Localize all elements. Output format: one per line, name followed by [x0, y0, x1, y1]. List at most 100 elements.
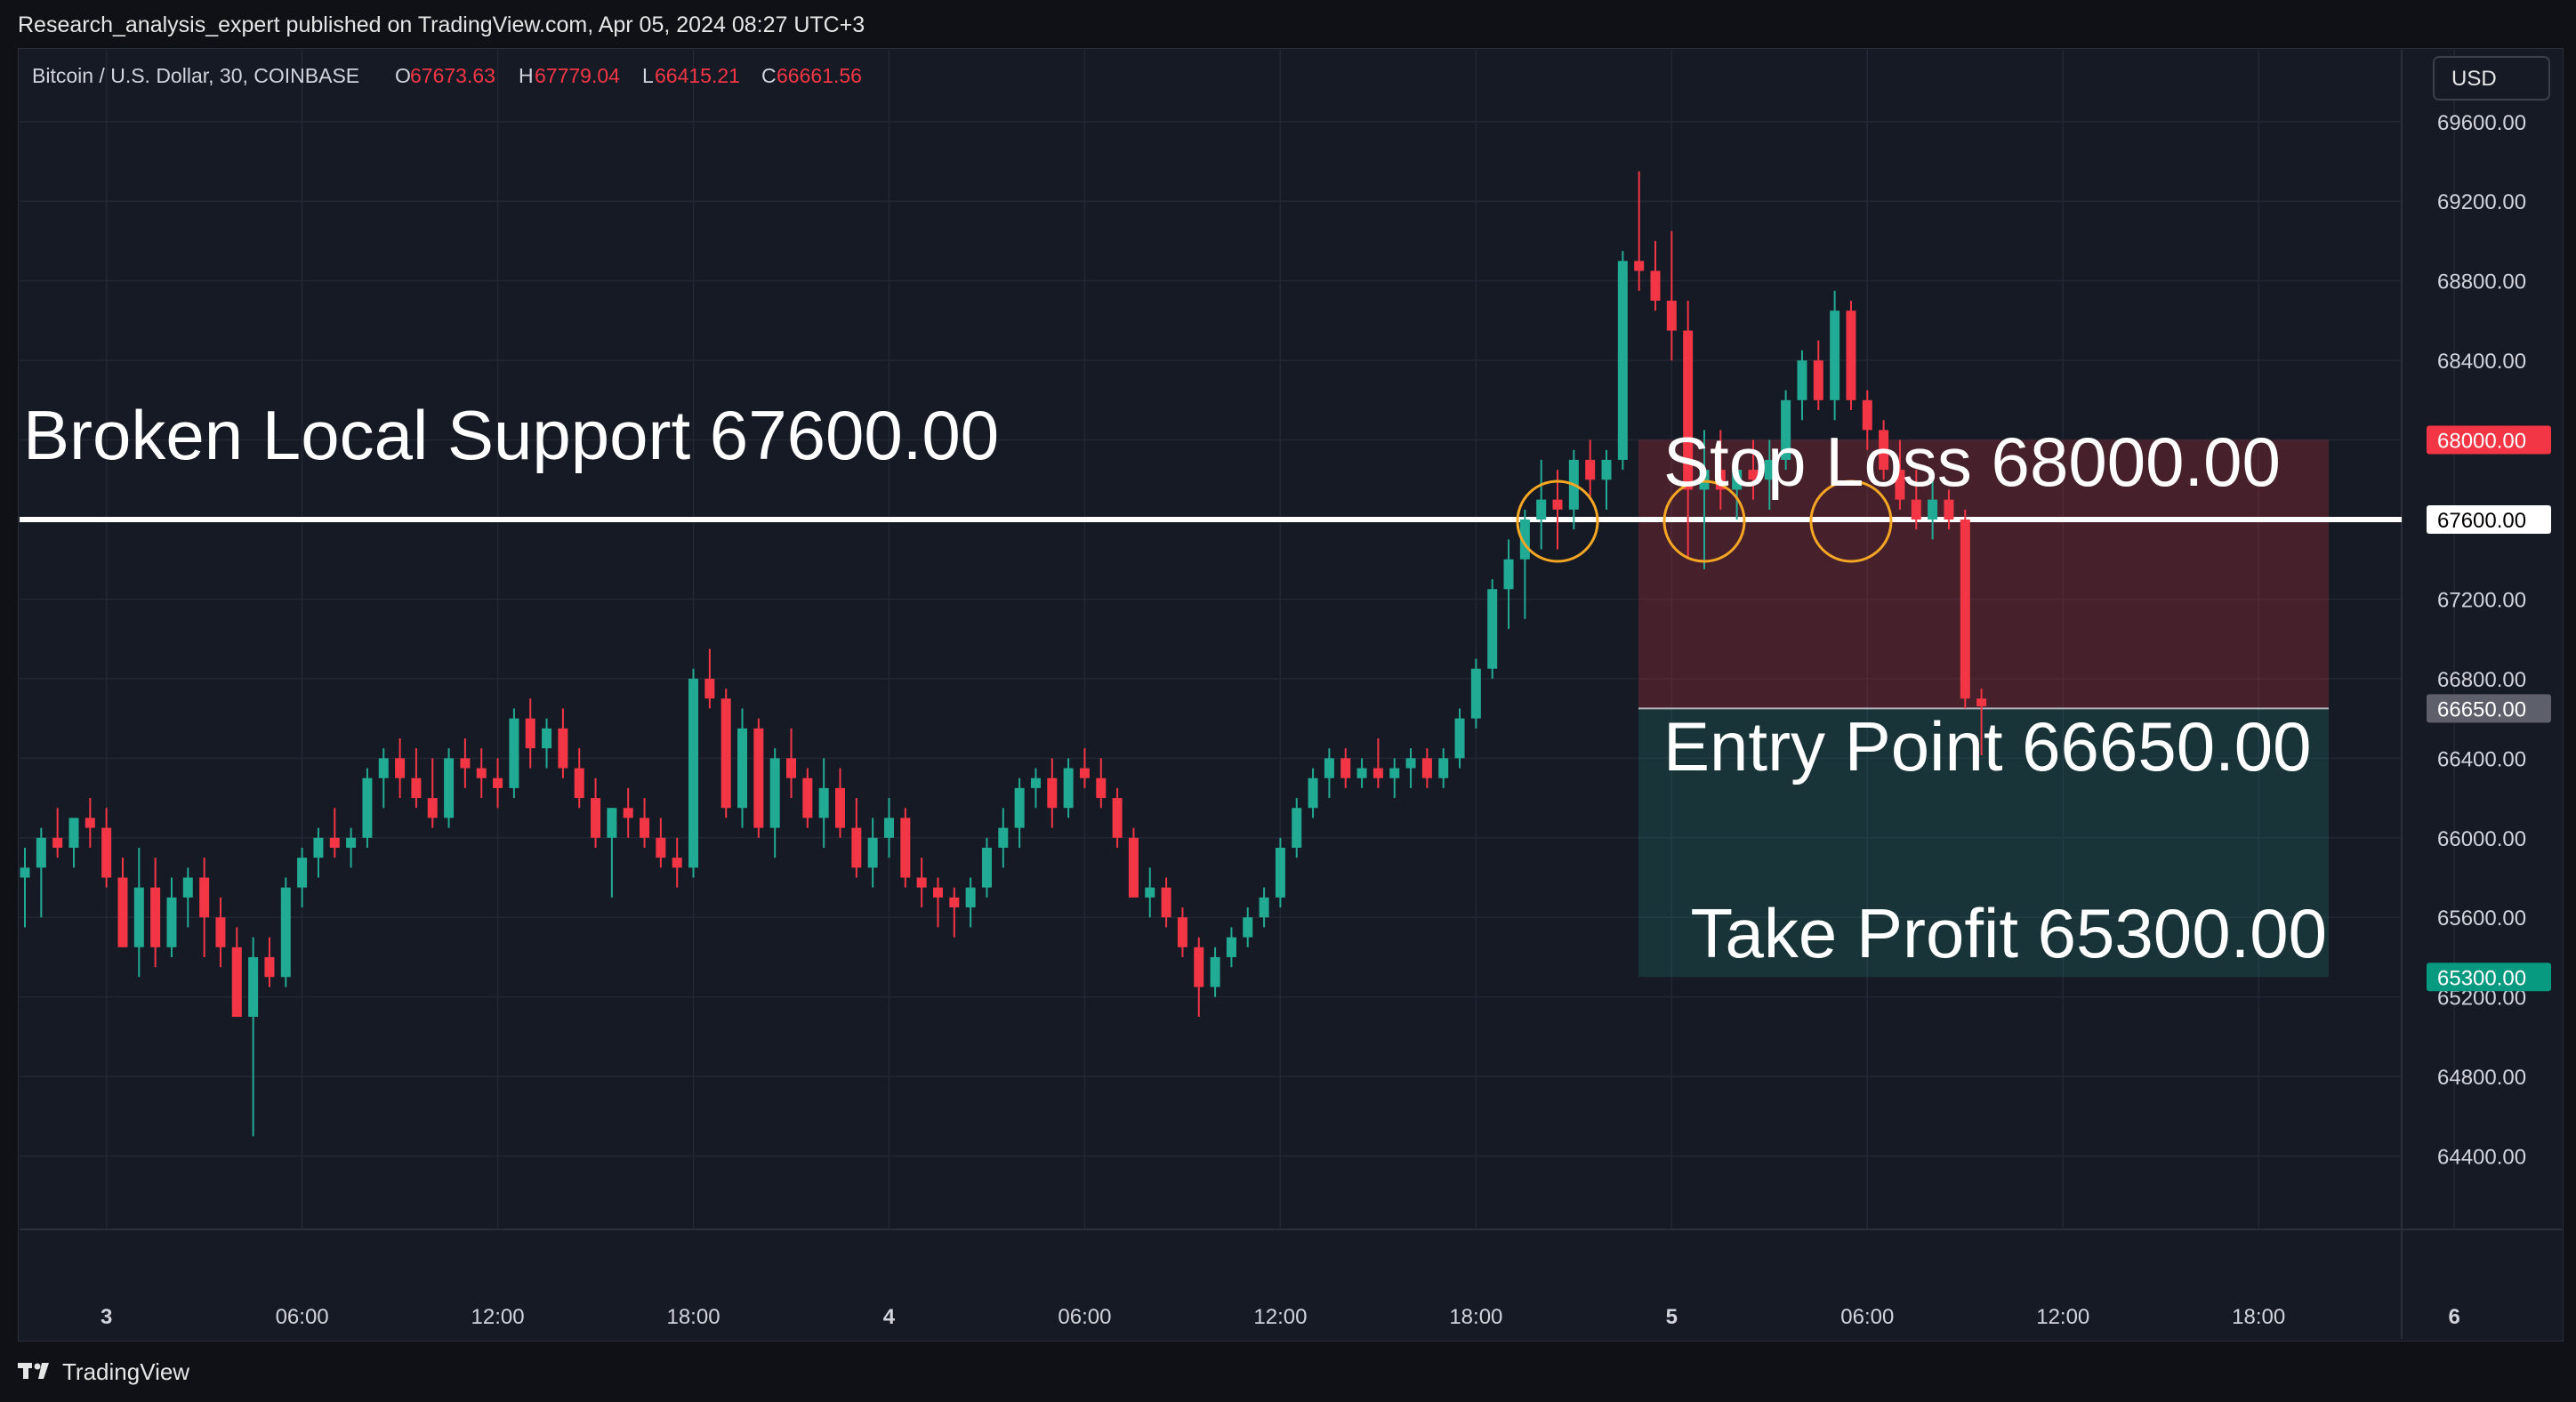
- candle-body: [1944, 499, 1954, 520]
- retest-circle: [1662, 479, 1746, 563]
- candle: [1552, 470, 1563, 550]
- candle-body: [867, 837, 878, 868]
- candle-body: [444, 758, 455, 818]
- candle: [1699, 430, 1710, 569]
- candle: [1454, 708, 1465, 769]
- candle-body: [1112, 798, 1123, 838]
- candle: [591, 778, 601, 848]
- time-axis: 3 06:00 12:00 18:00 4 06:00 12:00 18:00 5 06:00 12…: [101, 1305, 2460, 1329]
- candle: [1308, 768, 1318, 818]
- candle-body: [558, 728, 568, 769]
- candle-body: [1487, 589, 1498, 669]
- candle-body: [36, 837, 46, 868]
- candle-body: [737, 728, 748, 809]
- candle: [20, 847, 30, 928]
- entry-price-tag: 66650.00: [2427, 694, 2551, 723]
- take-profit-zone: [1638, 708, 2329, 978]
- candle: [1634, 171, 1645, 291]
- candle-body: [1846, 310, 1856, 400]
- chart-frame[interactable]: [18, 48, 2564, 1342]
- candle-body: [607, 808, 617, 838]
- candle: [704, 649, 715, 709]
- candle-body: [1519, 520, 1530, 560]
- candle-body: [981, 847, 992, 888]
- open-value: 67673.63: [410, 64, 495, 87]
- low-value: 66415.21: [655, 64, 740, 87]
- entry-point-label: Entry Point 66650.00: [1663, 707, 2312, 786]
- candle-body: [949, 897, 960, 908]
- candle-body: [1292, 808, 1302, 848]
- candle: [1585, 439, 1596, 500]
- close-label: C: [761, 64, 777, 87]
- candle-body: [1764, 459, 1775, 480]
- currency-button-box[interactable]: [2433, 56, 2550, 101]
- candle-body: [1960, 520, 1970, 699]
- stop-loss-price-tag: 68000.00: [2427, 425, 2551, 455]
- candle-body: [672, 858, 682, 868]
- currency-button-label[interactable]: USD: [2451, 67, 2497, 91]
- candle-body: [1797, 360, 1807, 400]
- footer-brand: TradingView: [62, 1358, 190, 1385]
- candle: [36, 827, 46, 918]
- candle: [786, 728, 797, 799]
- candle: [656, 818, 666, 868]
- candle: [932, 877, 943, 928]
- currency-button[interactable]: USD: [2433, 56, 2550, 101]
- candle: [85, 798, 95, 848]
- candle-body: [1145, 887, 1155, 898]
- candle-body: [1340, 758, 1351, 778]
- stop-loss-price-tag-text: 68000.00: [2437, 430, 2526, 454]
- time-tick-label: 18:00: [666, 1305, 720, 1329]
- candle-body: [1438, 758, 1449, 778]
- candle: [1405, 748, 1416, 788]
- candle: [1470, 658, 1481, 729]
- stop-loss-label: Stop Loss 68000.00: [1663, 423, 2281, 501]
- candle: [476, 748, 487, 799]
- candle-body: [1895, 470, 1905, 500]
- candle: [525, 698, 535, 769]
- candle: [1275, 837, 1285, 908]
- candle: [737, 708, 748, 828]
- candle: [1911, 470, 1921, 530]
- footer: TradingView: [18, 1352, 189, 1391]
- candle: [720, 689, 731, 818]
- candle-body: [133, 887, 144, 947]
- candle-body: [1226, 937, 1236, 957]
- time-tick-label: 12:00: [2036, 1305, 2089, 1329]
- take-profit-label: Take Profit 65300.00: [1691, 894, 2327, 972]
- candle-body: [1047, 778, 1058, 809]
- high-label: H: [519, 64, 534, 87]
- candle-body: [835, 787, 845, 828]
- candle: [1096, 758, 1107, 809]
- time-tick-label: 12:00: [471, 1305, 525, 1329]
- candle: [1373, 737, 1383, 788]
- candle: [1928, 470, 1938, 540]
- entry-price-tag-text: 66650.00: [2437, 697, 2526, 721]
- candle: [1781, 390, 1791, 471]
- candle: [1259, 887, 1269, 928]
- candle-body: [802, 778, 813, 818]
- candle: [297, 847, 308, 908]
- candle: [1243, 907, 1253, 947]
- price-tick-label: 67200.00: [2437, 588, 2526, 612]
- price-tick-label: 69200.00: [2437, 190, 2526, 214]
- price-axis: 69600.00 69200.00 68800.00 68400.00 68000.00…: [2427, 111, 2551, 1170]
- candle: [1047, 758, 1058, 828]
- candle: [1666, 230, 1677, 361]
- candle-body: [427, 798, 438, 818]
- candle-body: [329, 837, 340, 848]
- candle: [753, 718, 764, 838]
- candle: [1292, 798, 1302, 858]
- take-profit-price-tag-box: [2427, 963, 2551, 992]
- price-tick-label: 64800.00: [2437, 1066, 2526, 1090]
- candle-body: [346, 837, 357, 848]
- time-tick-label: 06:00: [1058, 1305, 1111, 1329]
- candle-body: [509, 718, 519, 788]
- candle-body: [720, 698, 731, 809]
- candle: [1177, 907, 1187, 957]
- candle: [1194, 937, 1204, 1018]
- candle-body: [493, 778, 503, 788]
- close-value: 66661.56: [777, 64, 862, 87]
- candle-body: [1356, 768, 1367, 778]
